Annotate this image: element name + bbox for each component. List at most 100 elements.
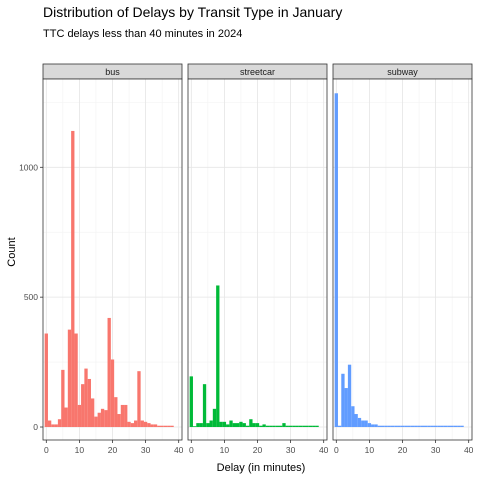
facet-panels: bus 0 10 20 30 40 streetcar 0 10 20 30 40 subway 0 10 2… <box>42 63 474 455</box>
histogram-bar <box>104 410 108 428</box>
histogram-bar <box>298 425 303 428</box>
histogram-bar <box>127 421 131 428</box>
histogram-bar <box>315 425 319 428</box>
histogram-bar <box>97 412 101 428</box>
histogram-bar <box>71 130 75 428</box>
histogram-bar <box>61 369 65 428</box>
x-tick-label: 10 <box>220 445 230 455</box>
histogram-bar <box>275 425 280 428</box>
histogram-bar <box>160 425 164 428</box>
histogram-bar <box>57 419 62 428</box>
histogram-bar <box>450 425 454 428</box>
x-tick-label: 20 <box>108 445 118 455</box>
histogram-bar <box>189 376 193 428</box>
histogram-bar <box>232 423 236 428</box>
histogram-bar <box>285 425 289 428</box>
histogram-bar <box>265 425 270 428</box>
x-tick-label: 30 <box>431 445 441 455</box>
facet-panel-bus: bus 0 10 20 30 40 <box>42 63 184 455</box>
histogram-bar <box>84 368 88 428</box>
histogram-bar <box>302 425 306 428</box>
histogram-bar <box>390 425 395 428</box>
histogram-bar <box>90 398 95 428</box>
histogram-bar <box>100 408 105 428</box>
histogram-bar <box>222 421 227 428</box>
histogram-bar <box>81 384 85 428</box>
histogram-bar <box>235 423 240 428</box>
y-tick-label: 1000 <box>19 162 38 172</box>
histogram-bar <box>334 93 338 428</box>
x-tick-label: 20 <box>253 445 263 455</box>
histogram-bar <box>420 425 425 428</box>
histogram-bar <box>374 424 378 428</box>
histogram-bar <box>120 404 125 428</box>
histogram-bar <box>384 425 388 428</box>
histogram-bar <box>77 404 82 428</box>
histogram-bar <box>440 425 444 428</box>
histogram-bar <box>437 425 441 428</box>
histogram-bar <box>262 424 266 428</box>
histogram-bar <box>157 425 161 428</box>
histogram-bar <box>134 420 138 428</box>
histogram-bar <box>110 359 115 428</box>
histogram-bar <box>371 424 375 428</box>
histogram-bar <box>147 423 151 428</box>
x-tick-label: 0 <box>334 445 339 455</box>
facet-strip-label: bus <box>105 67 120 77</box>
histogram-bar <box>209 420 213 428</box>
histogram-bar <box>242 423 246 428</box>
histogram-bar <box>64 407 68 428</box>
histogram-bar <box>226 424 230 428</box>
histogram-bar <box>292 425 296 428</box>
histogram-bar <box>404 425 408 428</box>
histogram-bar <box>163 425 168 428</box>
histogram-bar <box>427 425 431 428</box>
histogram-bar <box>219 421 223 428</box>
histogram-bar <box>87 378 91 428</box>
histogram-bar <box>206 423 210 428</box>
chart-title: Distribution of Delays by Transit Type i… <box>43 4 342 20</box>
histogram-bar <box>351 406 355 428</box>
x-tick-label: 20 <box>398 445 408 455</box>
histogram-bar <box>252 423 256 428</box>
histogram-bar <box>354 414 358 428</box>
histogram-bar <box>140 420 144 428</box>
histogram-bar <box>259 425 263 428</box>
histogram-bar <box>107 317 111 428</box>
histogram-bar <box>433 425 438 428</box>
histogram-bar <box>67 329 72 428</box>
histogram-bar <box>229 420 233 428</box>
histogram-bar <box>279 425 283 428</box>
histogram-bar <box>430 425 434 428</box>
histogram-bar <box>239 421 243 428</box>
histogram-bar <box>457 425 461 428</box>
histogram-bar <box>341 373 345 428</box>
histogram-bar <box>312 425 316 428</box>
histogram-bar <box>153 424 158 428</box>
histogram-bar <box>397 425 401 428</box>
histogram-bar <box>269 425 273 428</box>
histogram-bar <box>443 425 448 428</box>
histogram-bar <box>377 425 381 428</box>
histogram-bar <box>337 425 342 428</box>
histogram-bar <box>255 423 260 428</box>
histogram-bar <box>364 420 368 428</box>
histogram-bar <box>74 333 78 428</box>
x-tick-label: 40 <box>464 445 474 455</box>
histogram-bar <box>387 425 391 428</box>
histogram-bar <box>417 425 421 428</box>
facet-panel-streetcar: streetcar 0 10 20 30 40 <box>187 63 329 455</box>
histogram-bar <box>400 425 405 428</box>
histogram-bar <box>47 420 52 428</box>
histogram-bar <box>305 425 309 428</box>
histogram-bar <box>249 419 253 428</box>
x-tick-label: 0 <box>44 445 49 455</box>
x-tick-label: 10 <box>365 445 375 455</box>
histogram-bar <box>44 333 48 428</box>
histogram-bar <box>212 408 217 428</box>
histogram-bar <box>460 425 464 428</box>
histogram-bar <box>130 423 135 428</box>
histogram-bar <box>380 425 385 428</box>
histogram-bar <box>202 384 207 428</box>
